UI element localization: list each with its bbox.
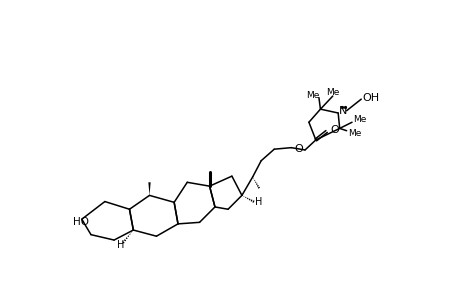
Text: O: O [294, 144, 302, 154]
Text: Me: Me [347, 128, 361, 137]
Text: N: N [339, 106, 347, 116]
Text: O: O [329, 125, 338, 135]
Text: Me: Me [325, 88, 339, 97]
Text: OH: OH [362, 93, 379, 103]
Text: H: H [116, 240, 123, 250]
Text: HO: HO [73, 217, 88, 227]
Text: Me: Me [353, 115, 366, 124]
Text: Me: Me [305, 91, 319, 100]
Text: H: H [255, 196, 262, 206]
Polygon shape [148, 182, 151, 195]
